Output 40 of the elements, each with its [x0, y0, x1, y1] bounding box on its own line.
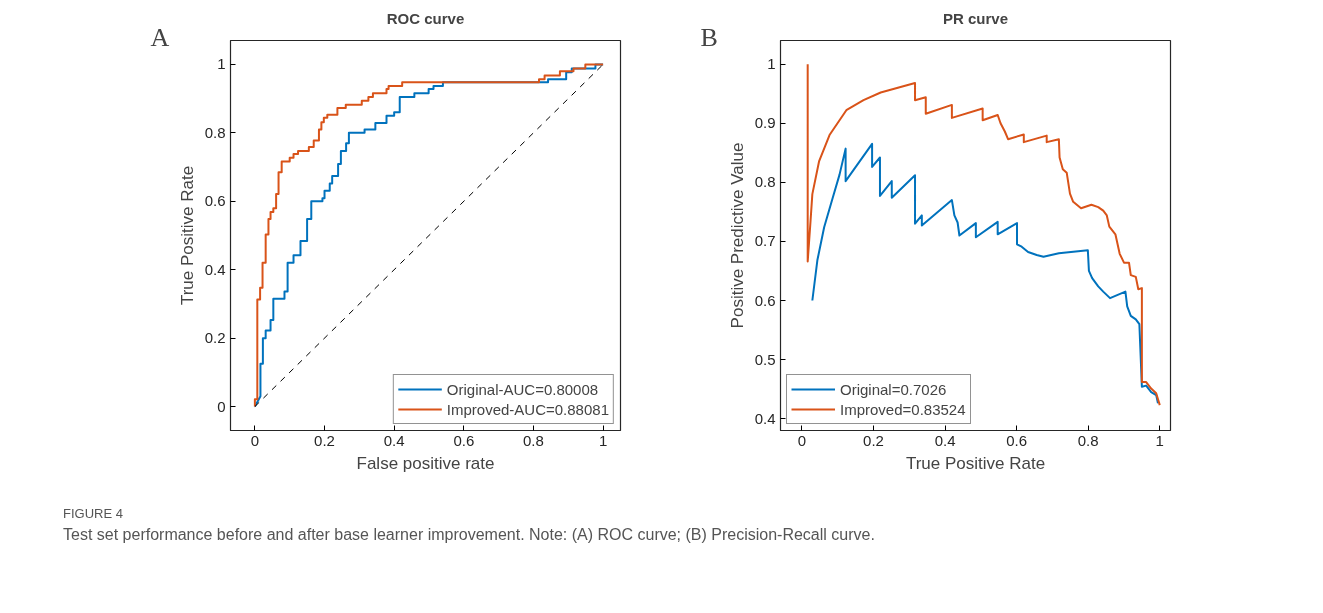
y-tick-label: 0.5: [754, 350, 776, 368]
x-tick-label: 1: [598, 431, 608, 449]
y-tick-label: 0.4: [204, 260, 226, 278]
y-tick-label: 0.2: [204, 329, 226, 347]
y-tick-label: 0.8: [204, 123, 226, 141]
text: A: [150, 22, 170, 52]
y-axis-title: Positive Predictive Value: [727, 142, 747, 329]
y-tick-label: 0.9: [754, 114, 776, 132]
x-tick-label: 0: [250, 431, 260, 449]
x-tick-label: 0.8: [523, 431, 544, 449]
x-tick-label: 0.4: [383, 431, 405, 449]
y-tick-label: 1: [767, 55, 776, 73]
text: B: [700, 22, 718, 52]
y-axis-title: True Positive Rate: [177, 165, 197, 306]
y-tick-label: 0.7: [754, 232, 776, 250]
x-tick-label: 1: [1155, 431, 1164, 449]
line-series: [811, 142, 1159, 405]
x-tick-label: 0.6: [453, 431, 475, 449]
legend-label: Improved=0.83524: [840, 400, 966, 418]
y-tick-label: 0.6: [204, 192, 226, 210]
x-tick-label: 0.4: [934, 431, 956, 449]
y-tick-label: 1: [217, 55, 226, 73]
y-tick-label: 0.4: [754, 409, 776, 427]
y-tick-label: 0.8: [754, 173, 776, 191]
x-axis-title: False positive rate: [356, 453, 495, 473]
text: Test set performance before and after base learner improvement. Note: (A) ROC curve; (B) Precision-Recall curve.: [63, 524, 875, 545]
x-tick-label: 0.8: [1077, 431, 1099, 449]
legend-label: Original-AUC=0.80008: [446, 380, 599, 398]
x-tick-label: 0.2: [314, 431, 335, 449]
y-tick-label: 0.6: [754, 291, 776, 309]
x-tick-label: 0: [797, 431, 807, 449]
x-tick-label: 0.2: [863, 431, 884, 449]
chart-title: ROC curve: [386, 9, 465, 27]
x-tick-label: 0.6: [1006, 431, 1028, 449]
legend-label: Original=0.7026: [840, 380, 947, 398]
chart-title: PR curve: [942, 9, 1009, 27]
y-tick-label: 0: [217, 397, 226, 415]
legend-label: Improved-AUC=0.88081: [446, 400, 609, 418]
caption: FIGURE 4: [63, 505, 124, 523]
x-axis-title: True Positive Rate: [905, 453, 1046, 473]
